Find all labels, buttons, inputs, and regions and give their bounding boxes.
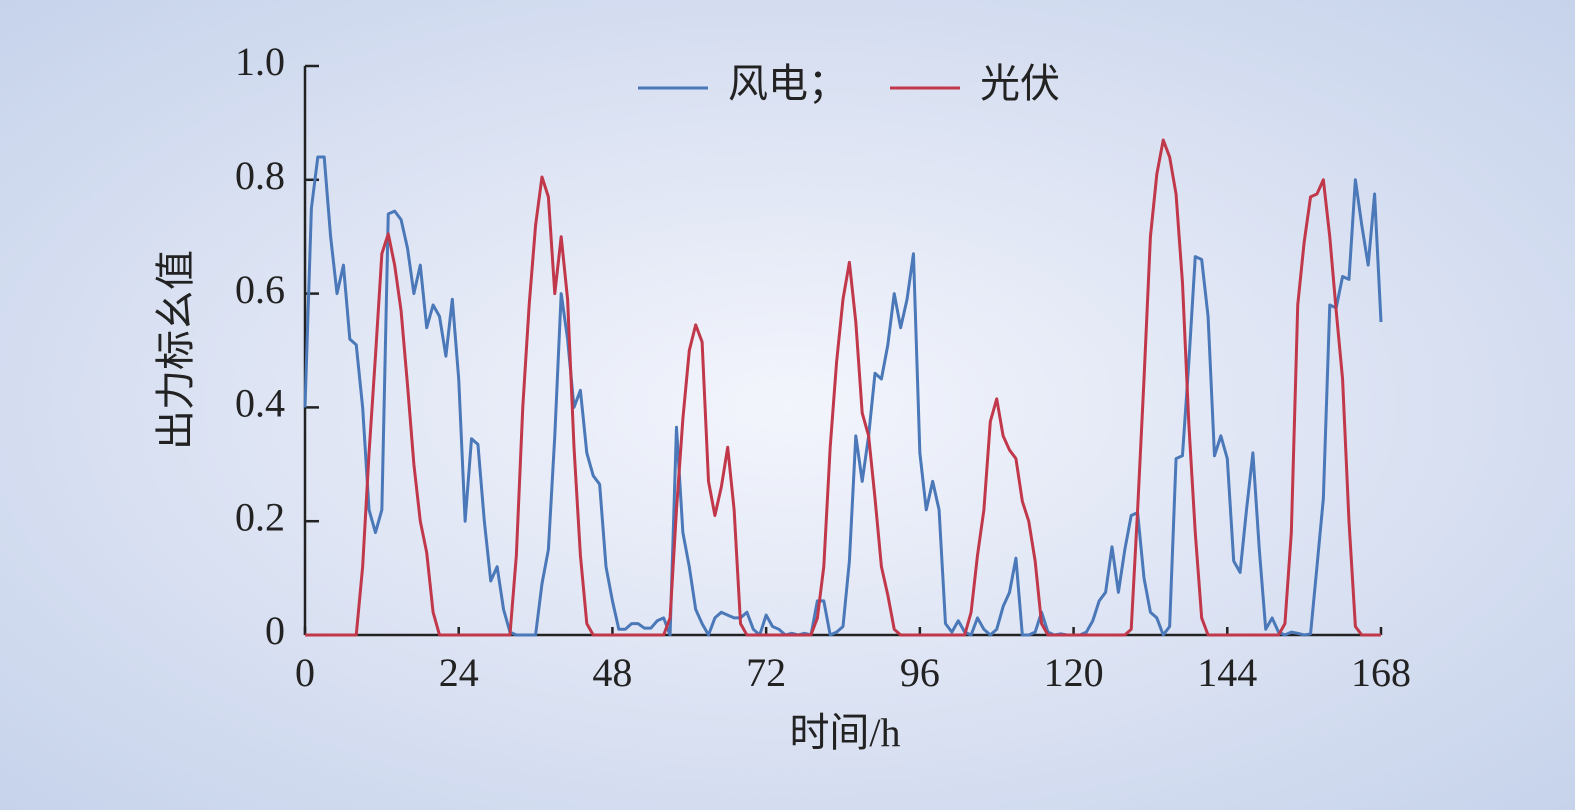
x-tick-label: 96 — [900, 650, 940, 695]
x-axis-label: 时间/h — [789, 710, 900, 755]
legend-label: 风电； — [728, 61, 848, 106]
x-tick-label: 120 — [1044, 650, 1104, 695]
x-tick-label: 144 — [1197, 650, 1257, 695]
y-tick-label: 0.4 — [235, 381, 285, 426]
y-tick-label: 0.2 — [235, 494, 285, 539]
y-axis-label: 出力标幺值 — [153, 250, 198, 450]
y-tick-label: 1.0 — [235, 39, 285, 84]
x-tick-label: 72 — [746, 650, 786, 695]
x-tick-label: 24 — [439, 650, 479, 695]
legend-label: 光伏 — [980, 61, 1060, 106]
x-tick-label: 168 — [1351, 650, 1411, 695]
x-tick-label: 0 — [295, 650, 315, 695]
series-line — [303, 155, 1383, 637]
x-tick-label: 48 — [592, 650, 632, 695]
y-tick-label: 0.6 — [235, 267, 285, 312]
series-line — [305, 138, 1381, 637]
y-tick-label: 0.8 — [235, 153, 285, 198]
y-tick-label: 0 — [265, 608, 285, 653]
